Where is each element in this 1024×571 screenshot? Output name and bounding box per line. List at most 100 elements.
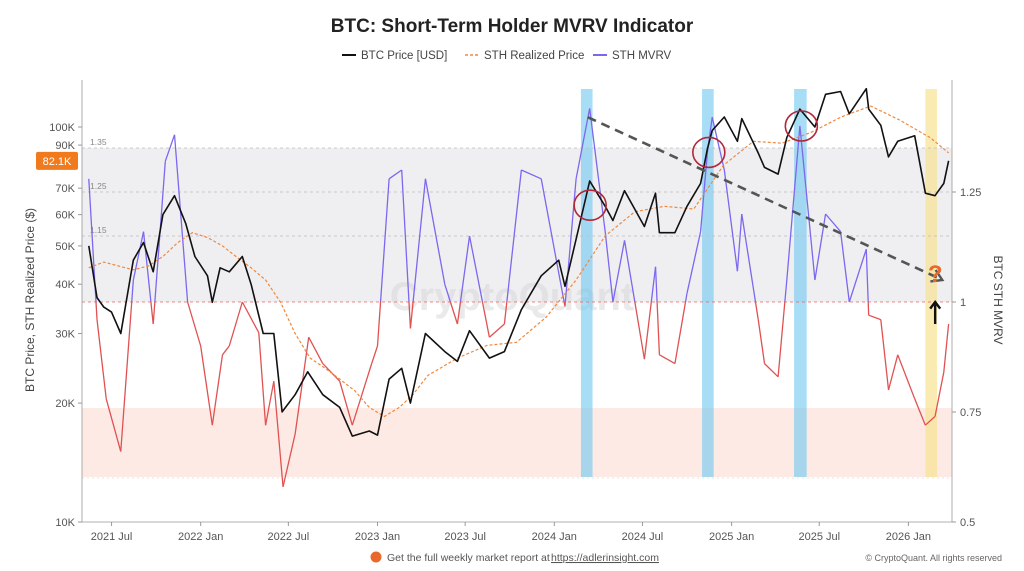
- sth-mvrv-segment: [868, 314, 882, 321]
- series: [88, 87, 950, 487]
- highlight-band-3: [794, 89, 807, 477]
- sth-mvrv-segment: [686, 231, 702, 294]
- sth-mvrv-segment: [211, 354, 224, 426]
- y-right-tick-0.5: 0.5: [960, 517, 975, 529]
- sth-mvrv-segment: [388, 169, 403, 180]
- sth-mvrv-segment: [839, 231, 850, 303]
- sth-mvrv-segment: [897, 354, 916, 400]
- sth-mvrv-segment: [777, 301, 786, 377]
- sth-mvrv-segment: [943, 323, 950, 373]
- sth-mvrv-segment: [784, 279, 788, 303]
- sth-mvrv-segment: [459, 235, 471, 303]
- sth-mvrv-segment: [564, 178, 577, 303]
- footer-report-link[interactable]: https://adlerinsight.com: [551, 552, 659, 564]
- mvrv-level-label-1.15: 1.15: [90, 225, 107, 235]
- sth-mvrv-segment: [481, 301, 491, 338]
- overvalued-zone: [82, 148, 952, 302]
- circled-peak-2: [692, 136, 726, 169]
- sth-mvrv-segment: [186, 301, 202, 347]
- undervalued-zone: [82, 408, 952, 477]
- sth-mvrv-segment: [887, 354, 899, 391]
- y-left-tick-10K: 10K: [55, 517, 75, 529]
- x-tick-2024-Jul: 2024 Jul: [622, 531, 664, 543]
- btc-price-line: [88, 87, 950, 437]
- x-tick-2023-Jan: 2023 Jan: [355, 531, 400, 543]
- sth-mvrv-segment: [264, 381, 275, 426]
- y-axis-left-label: BTC Price, STH Realized Price ($): [23, 208, 37, 392]
- sth-mvrv-segment: [376, 301, 382, 347]
- sth-mvrv-segment: [200, 345, 213, 426]
- footer-report-text: Get the full weekly market report at: [387, 552, 550, 564]
- legend-sth-realized-price[interactable]: STH Realized Price: [484, 50, 584, 62]
- current-price-badge: [36, 151, 78, 170]
- watermark: CryptoQuant: [390, 275, 634, 319]
- footer-dot-icon: [370, 551, 382, 563]
- sth-mvrv-segment: [401, 169, 410, 303]
- y-right-tick-0.75: 0.75: [960, 407, 981, 419]
- sth-mvrv-segment: [604, 231, 614, 303]
- legend-btc-price[interactable]: BTC Price [USD]: [361, 50, 447, 62]
- sth-mvrv-segment: [412, 178, 427, 303]
- current-price-badge-text: 82.1K: [43, 156, 72, 168]
- x-tick-2021-Jul: 2021 Jul: [91, 531, 133, 543]
- sth-mvrv-segment: [924, 415, 936, 426]
- circled-peak-3: [784, 110, 819, 142]
- axes: 10K 20K 30K 40K 50K 60K 70K 90K 100K 0.5 0.75 1 1.25…: [49, 80, 981, 543]
- trend-arrow-line: [587, 116, 939, 280]
- sth-mvrv-segment: [409, 301, 414, 329]
- sth-mvrv-segment: [503, 301, 508, 325]
- y-left-tick-90K: 90K: [55, 140, 75, 152]
- legend: BTC Price [USD] STH Realized Price STH M…: [342, 50, 672, 62]
- sth-mvrv-segment: [95, 301, 98, 320]
- sth-mvrv-segment: [105, 398, 122, 452]
- sth-mvrv-segment: [786, 125, 801, 281]
- sth-mvrv-segment: [650, 266, 657, 303]
- sth-mvrv-segment: [221, 345, 230, 356]
- up-arrow-head: [929, 300, 942, 310]
- circled-peak-1: [573, 189, 607, 221]
- sth-mvrv-segment: [468, 235, 484, 303]
- sth-mvrv-segment: [575, 108, 591, 179]
- sth-mvrv-segment: [699, 152, 709, 232]
- y-left-tick-30K: 30K: [55, 329, 75, 341]
- sth-mvrv-segment: [521, 169, 542, 180]
- x-tick-2024-Jan: 2024 Jan: [532, 531, 577, 543]
- sth-mvrv-segment: [152, 301, 156, 325]
- annotations: ? 82.1K: [36, 110, 945, 324]
- sth-mvrv-segment: [865, 249, 869, 303]
- sth-realized-price-line: [88, 105, 949, 418]
- plot-background: [82, 148, 952, 477]
- sth-mvrv-segment: [654, 266, 658, 303]
- sth-mvrv-segment: [643, 301, 652, 360]
- y-left-tick-20K: 20K: [55, 398, 75, 410]
- sth-mvrv-segment: [623, 240, 636, 303]
- footer-credit: © CryptoQuant. All rights reserved: [865, 553, 1002, 563]
- highlight-band-2: [702, 89, 714, 477]
- sth-mvrv-segment: [273, 381, 284, 487]
- sth-mvrv-segment: [914, 398, 926, 426]
- sth-mvrv-segment: [294, 337, 310, 435]
- x-tick-2025-Jul: 2025 Jul: [798, 531, 840, 543]
- x-tick-2025-Jan: 2025 Jan: [709, 531, 754, 543]
- question-mark-icon: ?: [928, 261, 943, 288]
- sth-mvrv-segment: [228, 301, 243, 347]
- sth-mvrv-segment: [488, 323, 505, 338]
- sth-mvrv-segment: [424, 178, 446, 285]
- sth-mvrv-segment: [880, 319, 890, 391]
- sth-mvrv-segment: [723, 169, 739, 272]
- sth-mvrv-segment: [506, 169, 523, 303]
- trend-arrow-head: [930, 269, 945, 283]
- sth-mvrv-segment: [132, 231, 145, 281]
- sth-mvrv-segment: [684, 293, 688, 303]
- x-tick-2022-Jan: 2022 Jan: [178, 531, 223, 543]
- sth-mvrv-segment: [540, 178, 565, 303]
- highlight-band-1: [580, 89, 593, 477]
- legend-sth-mvrv[interactable]: STH MVRV: [612, 50, 672, 62]
- y-left-tick-60K: 60K: [55, 210, 75, 222]
- sth-mvrv-segment: [659, 354, 676, 365]
- y-left-tick-40K: 40K: [55, 279, 75, 291]
- sth-mvrv-segment: [241, 301, 260, 334]
- sth-mvrv-segment: [444, 284, 452, 303]
- sth-mvrv-segment: [379, 178, 390, 303]
